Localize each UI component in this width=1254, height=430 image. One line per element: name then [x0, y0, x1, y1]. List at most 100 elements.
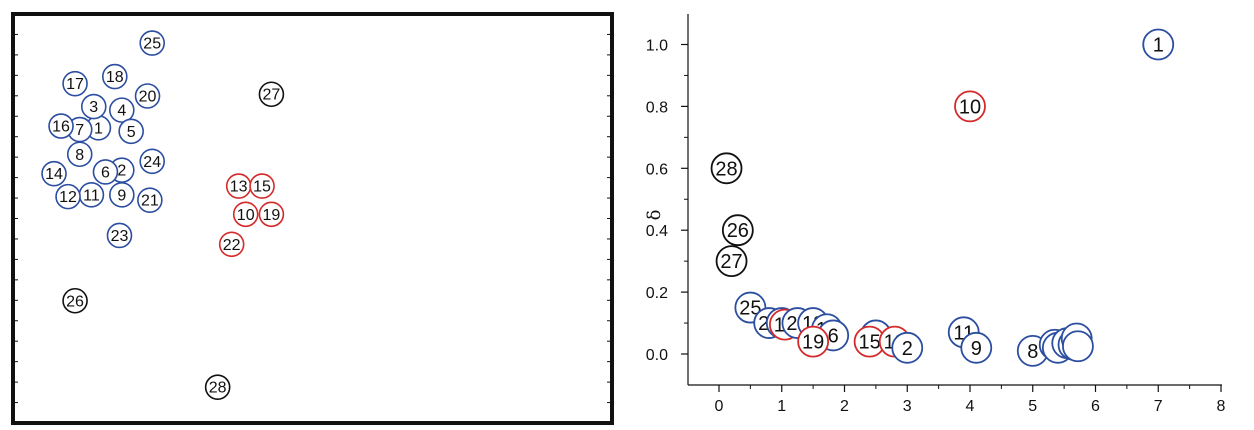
point-marker	[62, 287, 88, 314]
point-marker	[106, 222, 133, 249]
point-marker	[710, 152, 743, 185]
point-marker	[109, 182, 135, 208]
spatial-point-10: 10	[232, 201, 259, 228]
point-label: 9	[117, 187, 126, 204]
y-tick-label: 0.4	[646, 223, 668, 240]
point-marker	[80, 93, 107, 120]
decision-graph-panel: 0 1 2 3 4 5 6 7 80.00.20.40.60.81.0 δ 1102826272…	[644, 14, 1226, 415]
point-marker	[715, 245, 748, 278]
point-marker	[204, 374, 231, 401]
point-label: 8	[1027, 341, 1038, 363]
spatial-point-25: 25	[139, 30, 165, 56]
spatial-point-6: 6	[92, 159, 119, 185]
point-label: 19	[263, 207, 281, 224]
point-marker	[1062, 330, 1094, 363]
spatial-point-4: 4	[109, 97, 135, 123]
point-marker	[721, 214, 754, 247]
decision-graph-axes: 0 1 2 3 4 5 6 7 8 0.0 0.2 0.4 0.6 0.8 1.0	[646, 38, 1226, 416]
point-marker	[66, 141, 93, 168]
decision-point-26: 26	[721, 214, 754, 247]
point-label: 17	[66, 76, 84, 93]
point-label: 22	[223, 237, 241, 254]
point-label: 10	[237, 207, 255, 224]
point-label: 25	[739, 298, 761, 320]
point-label: 19	[802, 332, 824, 354]
point-marker	[960, 331, 993, 364]
x-tick-label: 7	[1154, 398, 1163, 415]
y-axis-label: δ	[644, 210, 665, 221]
spatial-point-12: 12	[55, 183, 81, 210]
decision-graph-points: 110282627252431320181761941513211987	[710, 28, 1175, 367]
spatial-point-8: 8	[66, 141, 93, 168]
point-label: 20	[139, 89, 157, 106]
spatial-point-17: 17	[62, 70, 88, 97]
point-label: 1	[94, 120, 103, 137]
x-tick-label: 6	[1091, 398, 1100, 415]
point-label: 15	[858, 332, 880, 354]
spatial-point-3: 3	[80, 93, 107, 120]
point-label: 23	[111, 228, 129, 245]
x-tick-label: 2	[840, 398, 849, 415]
point-marker	[48, 113, 74, 139]
point-marker	[109, 97, 135, 123]
point-marker	[137, 187, 163, 213]
point-label: 24	[143, 154, 161, 171]
spatial-point-18: 18	[102, 63, 128, 90]
point-label: 12	[59, 189, 77, 206]
decision-point-28: 28	[710, 152, 743, 185]
spatial-point-21: 21	[137, 187, 163, 213]
spatial-point-9: 9	[109, 182, 135, 208]
spatial-point-28: 28	[204, 374, 231, 401]
point-label: 18	[106, 69, 124, 86]
point-label: 1	[1153, 35, 1164, 57]
decision-point-10: 10	[954, 90, 986, 123]
spatial-point-13: 13	[225, 173, 252, 199]
decision-point-2: 2	[891, 331, 924, 364]
point-label: 4	[117, 103, 126, 120]
spatial-point-5: 5	[118, 118, 144, 145]
x-tick-label: 5	[1028, 398, 1037, 415]
point-marker	[62, 70, 88, 97]
decision-point-9: 9	[960, 331, 993, 364]
point-label: 27	[263, 87, 281, 104]
point-marker	[258, 81, 285, 108]
point-label: 2	[117, 163, 126, 180]
point-label: 2	[902, 338, 913, 360]
decision-point-1: 1	[1142, 28, 1175, 61]
x-tick-label: 1	[777, 398, 786, 415]
point-label: 28	[209, 380, 227, 397]
x-tick-label: 0	[715, 398, 724, 415]
y-tick-label: 0.8	[646, 99, 668, 116]
x-tick-label: 4	[966, 398, 975, 415]
point-marker	[41, 160, 67, 187]
point-marker	[134, 83, 161, 109]
spatial-point-23: 23	[106, 222, 133, 249]
point-label: 6	[828, 325, 839, 347]
decision-point-15: 15	[853, 325, 886, 358]
decision-point-27: 27	[715, 245, 748, 278]
y-tick-label: 0.0	[646, 347, 668, 364]
point-label: 27	[720, 251, 742, 273]
point-marker	[954, 90, 986, 123]
spatial-point-27: 27	[258, 81, 285, 108]
y-tick-label: 1.0	[646, 38, 668, 55]
point-marker	[139, 30, 165, 56]
decision-point-19: 19	[797, 325, 830, 358]
spatial-point-14: 14	[41, 160, 67, 187]
spatial-point-11: 11	[78, 182, 105, 208]
point-marker	[139, 148, 165, 175]
point-marker	[1142, 28, 1175, 61]
point-label: 26	[727, 220, 749, 242]
point-label: 21	[141, 193, 159, 210]
point-marker	[55, 183, 81, 210]
spatial-point-15: 15	[249, 173, 275, 199]
point-label: 26	[66, 293, 84, 310]
decision-point	[1062, 330, 1094, 363]
point-label: 6	[101, 164, 110, 181]
point-label: 15	[253, 179, 271, 196]
spatial-point-26: 26	[62, 287, 88, 314]
spatial-point-24: 24	[139, 148, 165, 175]
point-label: 7	[75, 122, 84, 139]
